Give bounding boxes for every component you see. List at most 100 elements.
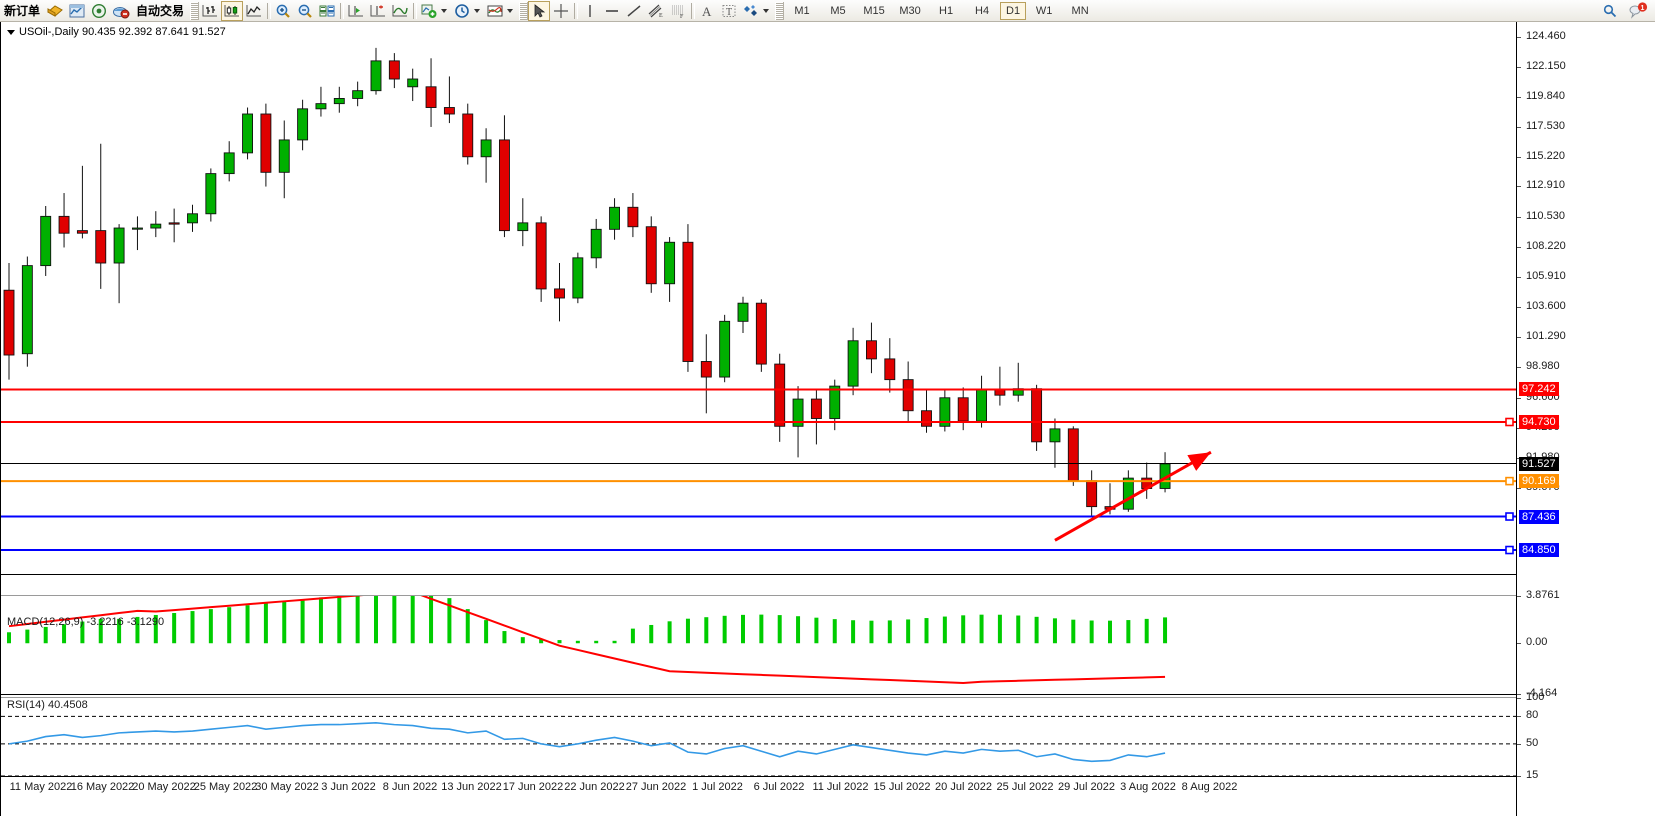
timeframe-d1[interactable]: D1	[1000, 1, 1027, 20]
axis-tick	[1517, 776, 1521, 777]
candlestick-icon[interactable]	[221, 0, 244, 21]
macd-label: MACD(12,26,9) -3.2216 -3.1290	[7, 616, 165, 628]
symbol-header-text: USOil-,Daily 90.435 92.392 87.641 91.527	[19, 26, 226, 38]
axis-tick	[1517, 156, 1521, 158]
templates-icon[interactable]	[484, 1, 506, 21]
pane-divider	[1, 694, 1516, 695]
zoom-out-icon[interactable]	[294, 1, 316, 21]
axis-tick	[1517, 247, 1521, 249]
date-axis-tick-label: 25 May 2022	[193, 781, 258, 793]
pane-divider	[1, 574, 1516, 575]
timeframe-w1[interactable]: W1	[1035, 4, 1053, 17]
chart-menu-triangle-icon[interactable]	[7, 29, 15, 35]
axis-tick	[1517, 698, 1521, 699]
search-icon[interactable]	[1599, 1, 1621, 21]
objects-icon[interactable]	[740, 1, 762, 21]
date-axis-tick-label: 3 Jun 2022	[321, 781, 376, 793]
indicator-line-icon[interactable]	[389, 1, 411, 21]
timeframe-m1[interactable]: M1	[794, 4, 810, 17]
date-axis-tick-label: 11 May 2022	[9, 781, 73, 793]
rsi-axis-tick-label: 80	[1526, 709, 1539, 722]
timeframe-m30[interactable]: M30	[899, 4, 921, 17]
chart-shift-icon[interactable]	[345, 1, 367, 21]
text-label-icon[interactable]: T	[718, 1, 740, 21]
svg-text:T: T	[726, 7, 732, 18]
trendline-icon[interactable]	[623, 1, 645, 21]
toolbar-grip[interactable]	[775, 1, 785, 20]
timeframe-h4[interactable]: H4	[975, 4, 990, 17]
new-order-icon[interactable]	[44, 1, 66, 21]
chevron-down-icon[interactable]	[473, 1, 484, 21]
bar-chart-icon[interactable]	[199, 1, 221, 21]
price-level-label-support[interactable]: 84.850	[1519, 543, 1559, 558]
navigator-icon[interactable]	[88, 1, 110, 21]
autotrading-label[interactable]: 自动交易	[136, 4, 185, 18]
price-pane[interactable]	[1, 22, 1516, 574]
date-axis-tick-label: 3 Aug 2022	[1120, 781, 1176, 793]
date-axis-tick-label: 8 Jun 2022	[382, 781, 438, 793]
symbol-header[interactable]: USOil-,Daily 90.435 92.392 87.641 91.527	[7, 26, 226, 38]
date-axis-tick-label: 25 Jul 2022	[996, 781, 1054, 793]
tile-windows-icon[interactable]	[316, 1, 338, 21]
fibonacci-icon[interactable]: F	[667, 1, 689, 21]
date-axis-tick-label: 29 Jul 2022	[1058, 781, 1115, 793]
toolbar-separator	[689, 2, 696, 20]
horizontal-line-icon[interactable]	[601, 1, 623, 21]
price-axis-tick-label: 115.220	[1526, 149, 1565, 162]
macd-pane[interactable]	[1, 596, 1516, 694]
price-axis-tick-label: 101.290	[1526, 330, 1566, 342]
price-axis-tick-label: 105.910	[1526, 270, 1566, 283]
toolbar-grip[interactable]	[519, 1, 529, 20]
date-axis-tick-label: 20 May 2022	[132, 781, 196, 793]
new-order-label[interactable]: 新订单	[4, 4, 41, 18]
price-axis-tick-label: 122.150	[1526, 59, 1566, 72]
price-level-label-last-price[interactable]: 91.527	[1519, 456, 1559, 471]
date-axis[interactable]: 11 May 2022 16 May 2022 20 May 2022 25 May …	[1, 776, 1516, 816]
price-axis-tick-label: 124.460	[1526, 29, 1566, 42]
date-axis-tick-label: 27 Jun 2022	[625, 781, 687, 793]
periods-icon[interactable]	[451, 1, 473, 21]
chart-window[interactable]: USOil-,Daily 90.435 92.392 87.641 91.527…	[0, 22, 1655, 816]
price-level-label-resistance[interactable]: 94.730	[1519, 415, 1559, 429]
axis-tick	[1517, 716, 1521, 718]
price-axis-tick-label: 98.980	[1526, 359, 1560, 372]
line-chart-icon[interactable]	[243, 1, 265, 21]
crosshair-icon[interactable]	[550, 1, 572, 21]
rsi-axis-tick-label: 100	[1526, 691, 1545, 703]
timeframe-m5[interactable]: M5	[830, 4, 846, 17]
macd-axis-tick-label: 3.8761	[1526, 589, 1560, 601]
axis-tick	[1517, 366, 1521, 368]
alerts-icon[interactable]: 1	[1627, 1, 1649, 21]
date-axis-tick-label: 20 Jul 2022	[935, 781, 992, 793]
axis-tick	[1517, 186, 1521, 188]
price-level-label-pivot[interactable]: 90.169	[1519, 474, 1559, 489]
vertical-line-icon[interactable]	[579, 1, 601, 21]
toolbar-grip[interactable]	[190, 1, 200, 20]
cursor-icon[interactable]	[528, 0, 551, 21]
zoom-in-icon[interactable]	[272, 1, 294, 21]
timeframe-mn[interactable]: MN	[1071, 4, 1089, 17]
rsi-label: RSI(14) 40.4508	[7, 699, 88, 711]
date-axis-tick-label: 30 May 2022	[255, 781, 319, 793]
timeframe-bar: M1 M5 M15 M30 H1 H4 D1 W1 MN	[784, 1, 1098, 20]
equidistant-channel-icon[interactable]: E	[645, 1, 667, 21]
autotrading-icon[interactable]	[110, 1, 132, 21]
text-icon[interactable]: A	[696, 1, 718, 21]
chevron-down-icon[interactable]	[506, 1, 517, 21]
price-axis[interactable]: 124.460 122.150 119.840 117.530 115.220 112.9…	[1516, 22, 1655, 816]
data-window-icon[interactable]	[66, 1, 88, 21]
auto-scroll-icon[interactable]	[367, 1, 389, 21]
price-level-label-resistance[interactable]: 97.242	[1519, 382, 1559, 397]
axis-tick	[1517, 277, 1521, 279]
toolbar-separator	[265, 2, 272, 20]
rsi-pane[interactable]	[1, 698, 1516, 776]
chevron-down-icon[interactable]	[440, 1, 451, 21]
date-axis-tick-label: 8 Aug 2022	[1181, 781, 1238, 793]
price-level-label-support[interactable]: 87.436	[1519, 509, 1559, 524]
timeframe-m15[interactable]: M15	[863, 4, 885, 17]
indicators-icon[interactable]	[418, 1, 440, 21]
timeframe-h1[interactable]: H1	[939, 4, 954, 17]
chevron-down-icon[interactable]	[762, 1, 773, 21]
axis-tick	[1517, 643, 1521, 645]
date-axis-tick-label: 13 Jun 2022	[441, 781, 502, 793]
